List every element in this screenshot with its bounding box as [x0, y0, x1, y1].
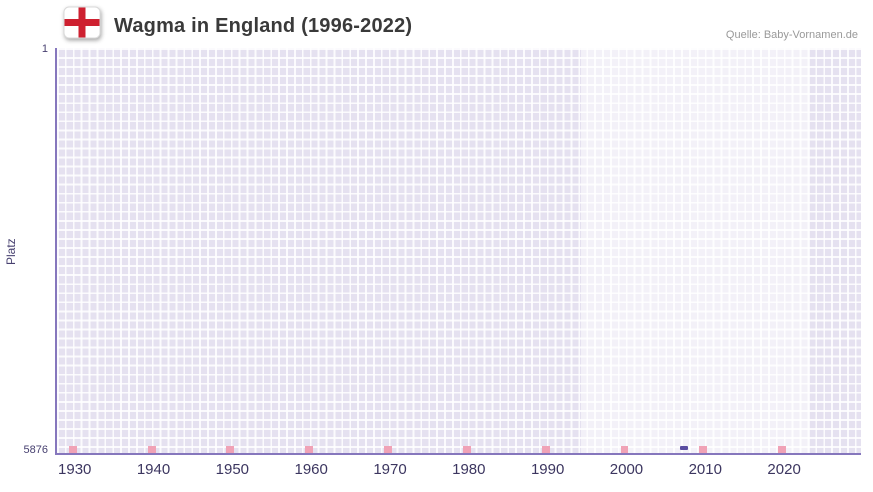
x-tick-label: 1930: [58, 461, 92, 478]
y-axis-title: Platz: [4, 238, 18, 265]
x-tick-label: 2000: [609, 461, 644, 478]
axis-mark: [541, 446, 550, 453]
data-point: [679, 446, 688, 450]
y-tick-top: 1: [41, 43, 48, 55]
x-tick-label: 1990: [530, 461, 565, 478]
chart-title: Wagma in England (1996-2022): [114, 15, 413, 37]
highlight-band: [581, 48, 810, 453]
x-tick-label: 2020: [767, 461, 801, 478]
axis-mark: [226, 446, 235, 453]
x-tick-label: 1940: [136, 461, 171, 478]
source-credit: Quelle: Baby-Vornamen.de: [725, 29, 858, 41]
x-tick-label: 1970: [373, 461, 407, 478]
england-flag-icon: [63, 6, 101, 39]
x-tick-label: 1980: [452, 461, 486, 478]
x-tick-label: 1960: [294, 461, 328, 478]
x-tick-label: 1950: [215, 461, 250, 478]
x-axis-ticks: 1930 1940 1950 1960 1970 1980 1990 2000 2010 2020: [55, 461, 861, 483]
axis-mark: [305, 446, 314, 453]
axis-mark: [778, 446, 787, 453]
y-tick-bottom: 5876: [23, 444, 48, 456]
plot-area: [55, 48, 861, 455]
x-tick-label: 2010: [688, 461, 722, 478]
axis-mark: [620, 446, 629, 453]
axis-mark: [68, 446, 77, 453]
axis-mark: [699, 446, 708, 453]
axis-mark: [384, 446, 392, 453]
axis-mark: [462, 446, 471, 453]
axis-mark: [147, 446, 156, 453]
